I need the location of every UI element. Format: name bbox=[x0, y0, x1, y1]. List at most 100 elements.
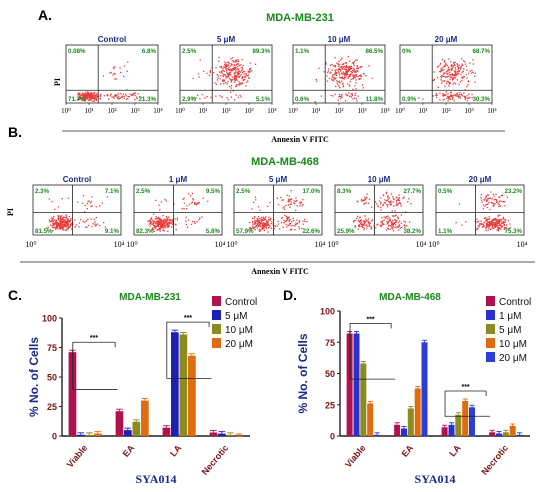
scatter-dot bbox=[235, 69, 237, 71]
scatter-dot bbox=[153, 221, 155, 223]
scatter-dot bbox=[110, 71, 112, 74]
scatter-dot bbox=[449, 78, 451, 80]
scatter-dot bbox=[230, 58, 232, 60]
scatter-dot bbox=[240, 83, 242, 85]
scatter-dot bbox=[67, 218, 69, 220]
scatter-dot bbox=[457, 96, 460, 98]
scatter-dot bbox=[448, 82, 451, 84]
scatter-dot bbox=[286, 226, 288, 228]
scatter-dot bbox=[380, 203, 382, 205]
scatter-dot bbox=[95, 206, 97, 208]
scatter-dot bbox=[262, 225, 265, 227]
scatter-dot bbox=[447, 96, 449, 99]
scatter-dot bbox=[209, 70, 211, 73]
scatter-dot bbox=[480, 220, 482, 222]
scatter-dot bbox=[256, 219, 259, 221]
scatter-dot bbox=[267, 231, 269, 233]
scatter-dot bbox=[353, 69, 355, 71]
scatter-dot bbox=[91, 196, 93, 198]
scatter-dot bbox=[455, 93, 458, 95]
scatter-dot bbox=[314, 101, 316, 103]
scatter-dot bbox=[137, 93, 139, 95]
scatter-dot bbox=[339, 82, 341, 84]
scatter-dot bbox=[439, 92, 441, 94]
scatter-dot bbox=[360, 222, 362, 224]
scatter-dot bbox=[270, 223, 272, 225]
scatter-dot bbox=[368, 222, 370, 224]
y-axis-label: % No. of Cells bbox=[296, 333, 310, 413]
scatter-dot bbox=[341, 76, 343, 78]
scatter-dot bbox=[440, 68, 442, 70]
scatter-dot bbox=[390, 204, 392, 206]
x-tick-label: 10⁰ bbox=[288, 107, 298, 115]
scatter-dot bbox=[150, 221, 153, 223]
scatter-dot bbox=[492, 224, 494, 226]
flow-b-quadrant-lr: 5.8% bbox=[206, 228, 221, 235]
scatter-dot bbox=[333, 73, 335, 76]
scatter-dot bbox=[483, 221, 486, 224]
scatter-dot bbox=[384, 202, 386, 204]
scatter-dot bbox=[494, 203, 496, 205]
scatter-dot bbox=[249, 71, 251, 73]
scatter-dot bbox=[267, 205, 269, 208]
scatter-dot bbox=[451, 67, 453, 70]
scatter-dot bbox=[248, 69, 251, 71]
flow-b-quadrant-ur: 9.5% bbox=[206, 188, 221, 195]
scatter-dot bbox=[489, 208, 491, 211]
scatter-dot bbox=[490, 191, 492, 193]
x-tick-label: 10⁰ bbox=[175, 107, 185, 115]
scatter-dot bbox=[58, 222, 60, 224]
legend-swatch bbox=[212, 296, 221, 306]
scatter-dot bbox=[61, 222, 63, 224]
scatter-dot bbox=[101, 202, 103, 204]
scatter-dot bbox=[230, 69, 232, 71]
scatter-dot bbox=[288, 220, 290, 222]
x-tick-label: 10⁰ bbox=[226, 240, 237, 249]
scatter-dot bbox=[160, 220, 162, 222]
scatter-dot bbox=[456, 71, 458, 74]
scatter-dot bbox=[343, 68, 345, 70]
scatter-dot bbox=[134, 94, 136, 97]
scatter-dot bbox=[340, 72, 343, 74]
scatter-dot bbox=[350, 65, 352, 68]
scatter-dot bbox=[461, 63, 463, 65]
scatter-dot bbox=[441, 80, 443, 82]
scatter-dot bbox=[159, 220, 161, 222]
scatter-dot bbox=[121, 96, 123, 99]
scatter-dot bbox=[451, 94, 454, 97]
scatter-dot bbox=[60, 221, 62, 223]
scatter-dot bbox=[340, 70, 342, 72]
x-tick-label: 10³ bbox=[130, 107, 139, 115]
scatter-dot bbox=[231, 64, 233, 66]
scatter-dot bbox=[84, 204, 86, 207]
scatter-dot bbox=[58, 218, 60, 220]
scatter-dot bbox=[398, 199, 400, 202]
scatter-dot bbox=[287, 198, 290, 200]
scatter-dot bbox=[359, 216, 361, 218]
scatter-dot bbox=[468, 72, 470, 75]
scatter-dot bbox=[235, 78, 238, 80]
scatter-dot bbox=[389, 228, 391, 230]
scatter-dot bbox=[457, 68, 459, 70]
scatter-dot bbox=[197, 202, 199, 204]
scatter-dot bbox=[237, 65, 239, 68]
scatter-dot bbox=[219, 78, 221, 80]
scatter-dot bbox=[443, 69, 445, 71]
scatter-dot bbox=[291, 221, 293, 223]
scatter-dot bbox=[391, 210, 393, 212]
scatter-dot bbox=[488, 218, 491, 220]
scatter-dot bbox=[330, 71, 332, 74]
scatter-dot bbox=[397, 217, 399, 219]
scatter-dot bbox=[166, 217, 168, 219]
scatter-dot bbox=[59, 223, 61, 225]
flow-b-quadrant-ur: 17.0% bbox=[302, 188, 320, 195]
scatter-dot bbox=[385, 192, 387, 194]
scatter-dot bbox=[68, 215, 71, 218]
scatter-dot bbox=[392, 196, 394, 198]
scatter-dot bbox=[285, 204, 287, 207]
scatter-dot bbox=[277, 223, 280, 225]
scatter-dot bbox=[57, 217, 59, 219]
flow-b-quadrant-ul: 2.5% bbox=[136, 188, 151, 195]
scatter-dot bbox=[253, 228, 255, 230]
